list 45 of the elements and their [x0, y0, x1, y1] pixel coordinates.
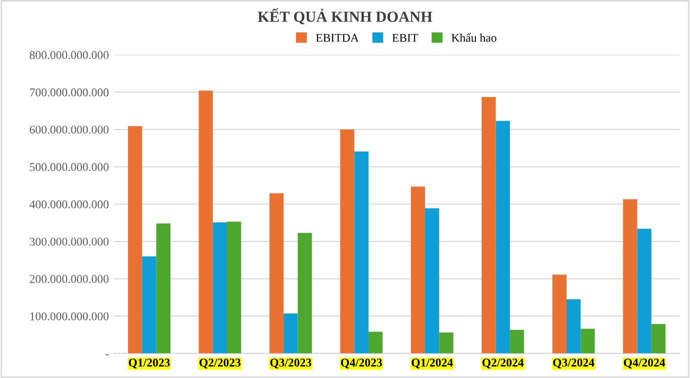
bar — [354, 151, 368, 354]
bar — [637, 228, 652, 354]
bar — [212, 222, 228, 354]
y-tick-label: 800.000.000.000 — [30, 51, 109, 60]
bar — [128, 126, 142, 354]
bar — [580, 328, 595, 354]
bar — [156, 224, 170, 354]
legend-label: EBITDA — [316, 34, 359, 42]
bar — [410, 186, 426, 354]
x-tick-label: Q1/2024 — [412, 358, 453, 368]
bar — [482, 96, 496, 354]
y-tick-label: 700.000.000.000 — [30, 88, 109, 96]
x-tick-label: Q4/2024 — [624, 358, 666, 368]
bar — [368, 332, 383, 354]
y-tick-label: 200.000.000.000 — [30, 275, 109, 284]
bar — [227, 222, 242, 354]
bar — [340, 129, 354, 354]
x-tick-label: Q4/2023 — [340, 358, 382, 368]
bar — [623, 199, 638, 354]
bar — [439, 332, 454, 354]
bar — [510, 330, 524, 354]
y-tick-label: 400.000.000.000 — [30, 200, 109, 208]
legend-label: EBIT — [392, 34, 418, 42]
y-tick-label: 600.000.000.000 — [30, 126, 109, 134]
bar — [552, 274, 566, 354]
bar — [425, 208, 440, 354]
bar — [269, 193, 284, 354]
bar — [142, 256, 156, 354]
bar — [198, 90, 213, 354]
bar — [566, 299, 581, 354]
y-tick-label: - — [105, 354, 109, 356]
x-tick-label: Q1/2023 — [128, 358, 170, 368]
x-tick-label: Q2/2024 — [482, 358, 524, 368]
y-tick-label: 300.000.000.000 — [30, 238, 109, 246]
x-tick-label: Q2/2023 — [200, 358, 241, 368]
legend-label: Khấu hao — [452, 33, 496, 42]
bar — [651, 324, 666, 354]
bar — [496, 120, 510, 354]
bar — [298, 232, 312, 354]
bar — [284, 313, 298, 354]
x-tick-label: Q3/2024 — [553, 358, 594, 368]
y-tick-label: 500.000.000.000 — [30, 163, 109, 172]
y-tick-label: 100.000.000.000 — [30, 312, 109, 320]
chart-title: KẾT QUẢ KINH DOANH — [258, 8, 432, 24]
x-tick-label: Q3/2023 — [270, 358, 312, 368]
